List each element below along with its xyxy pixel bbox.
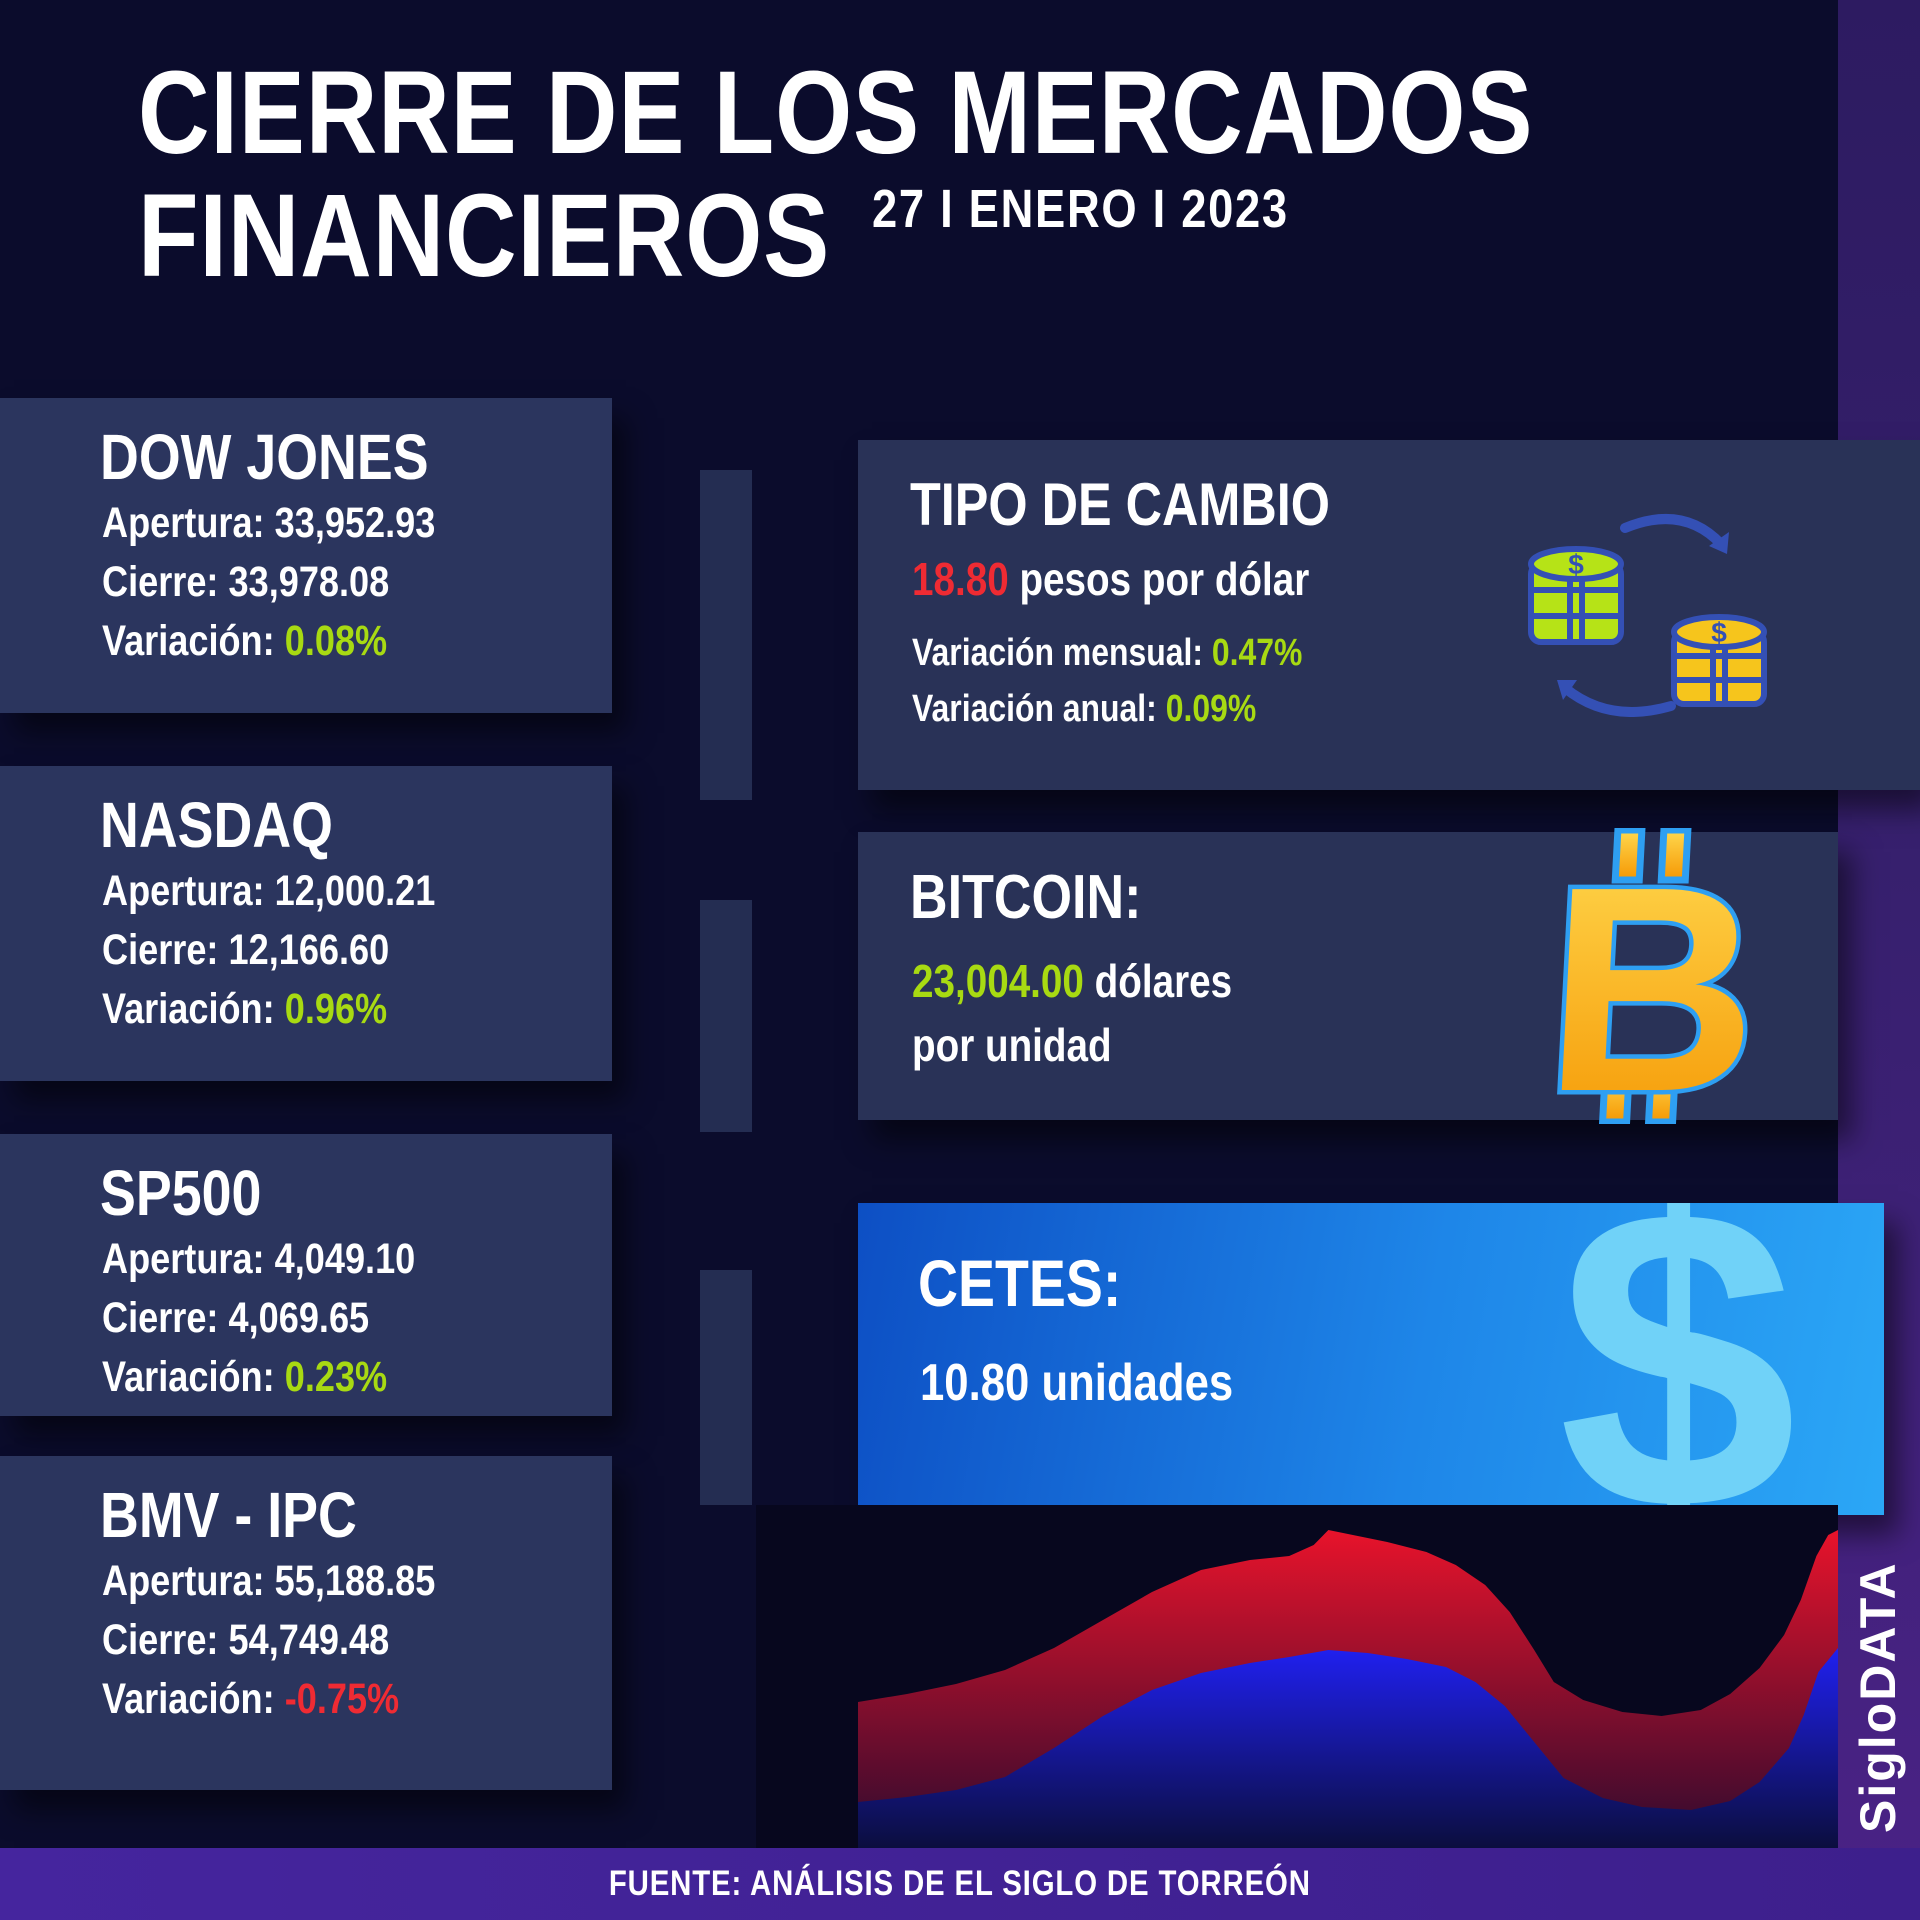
exchange-rate-line: 18.80 pesos por dólar — [912, 552, 1309, 606]
currency-exchange-icon: $ $ — [1528, 514, 1767, 717]
panel-backing-strip — [700, 470, 752, 800]
bitcoin-price-value: 23,004.00 — [912, 955, 1084, 1007]
market-row-apertura: Apertura: 4,049.10 — [102, 1235, 416, 1283]
panel-tipo-de-cambio: TIPO DE CAMBIO 18.80 pesos por dólar Var… — [858, 440, 1920, 790]
source-text: FUENTE: ANÁLISIS DE EL SIGLO DE TORREÓN — [609, 1864, 1311, 1903]
panel-bitcoin: BITCOIN: 23,004.00 dólares por unidad B — [858, 828, 1838, 1124]
market-name: NASDAQ — [100, 789, 333, 861]
page-title: CIERRE DE LOS MERCADOS FINANCIEROS — [138, 52, 1799, 297]
market-row-variacion: Variación: 0.08% — [102, 617, 388, 665]
page-title-line1: CIERRE DE LOS MERCADOS — [138, 47, 1534, 179]
chart-blue-area — [858, 1648, 1838, 1848]
svg-text:B: B — [1539, 828, 1767, 1124]
market-name: SP500 — [100, 1157, 262, 1229]
svg-text:$: $ — [1568, 549, 1584, 580]
market-row-cierre: Cierre: 4,069.65 — [102, 1294, 370, 1342]
market-row-cierre: Cierre: 54,749.48 — [102, 1616, 390, 1664]
market-row-apertura: Apertura: 55,188.85 — [102, 1557, 436, 1605]
market-row-apertura: Apertura: 12,000.21 — [102, 867, 436, 915]
cetes-value: 10.80 unidades — [920, 1354, 1234, 1412]
cetes-title: CETES: — [918, 1246, 1122, 1320]
market-name: BMV - IPC — [100, 1479, 357, 1551]
panel-sp500: SP500 Apertura: 4,049.10 Cierre: 4,069.65 … — [0, 1134, 612, 1416]
bitcoin-icon: B — [1535, 828, 1771, 1124]
panel-dow-jones: DOW JONES Apertura: 33,952.93 Cierre: 33,9… — [0, 398, 612, 713]
market-rows: Apertura: 4,049.10 Cierre: 4,069.65 Variac… — [102, 1230, 612, 1407]
market-row-cierre: Cierre: 33,978.08 — [102, 558, 390, 606]
panel-nasdaq: NASDAQ Apertura: 12,000.21 Cierre: 12,166.… — [0, 766, 612, 1081]
market-trend-chart — [858, 1530, 1838, 1848]
panel-cetes: CETES: 10.80 unidades $ — [858, 1203, 1884, 1515]
market-name: DOW JONES — [100, 421, 429, 493]
panel-bmv-ipc: BMV - IPC Apertura: 55,188.85 Cierre: 54,7… — [0, 1456, 612, 1790]
exchange-rate-value: 18.80 — [912, 553, 1009, 605]
exchange-title: TIPO DE CAMBIO — [910, 471, 1331, 538]
bitcoin-price-line: 23,004.00 dólares — [912, 954, 1232, 1008]
bitcoin-unit-line: por unidad — [912, 1019, 1112, 1071]
brand-siglodata: SigloDATA — [1850, 1561, 1906, 1834]
market-row-variacion: Variación: 0.23% — [102, 1353, 388, 1401]
exchange-monthly-variation: Variación mensual: 0.47% — [912, 632, 1303, 674]
exchange-annual-variation: Variación anual: 0.09% — [912, 688, 1257, 730]
report-date: 27 I ENERO I 2023 — [872, 179, 1289, 239]
footer-bar: FUENTE: ANÁLISIS DE EL SIGLO DE TORREÓN — [0, 1848, 1920, 1920]
market-row-apertura: Apertura: 33,952.93 — [102, 499, 436, 547]
bitcoin-title: BITCOIN: — [910, 863, 1142, 932]
panel-backing-strip — [700, 900, 752, 1132]
page-title-line2: FINANCIEROS — [138, 169, 831, 302]
market-rows: Apertura: 12,000.21 Cierre: 12,166.60 Vari… — [102, 862, 612, 1039]
exchange-rate-unit: pesos por dólar — [1019, 553, 1310, 605]
market-rows: Apertura: 33,952.93 Cierre: 33,978.08 Vari… — [102, 494, 612, 671]
market-row-variacion: Variación: 0.96% — [102, 985, 388, 1033]
market-rows: Apertura: 55,188.85 Cierre: 54,749.48 Vari… — [102, 1552, 612, 1729]
dollar-icon: $ — [1558, 1203, 1798, 1515]
panel-backing-strip — [700, 1270, 752, 1505]
market-row-variacion: Variación: -0.75% — [102, 1675, 400, 1723]
side-accent-band — [1838, 0, 1920, 1920]
svg-text:$: $ — [1711, 617, 1727, 648]
bitcoin-price-unit: dólares — [1094, 955, 1233, 1007]
market-row-cierre: Cierre: 12,166.60 — [102, 926, 390, 974]
